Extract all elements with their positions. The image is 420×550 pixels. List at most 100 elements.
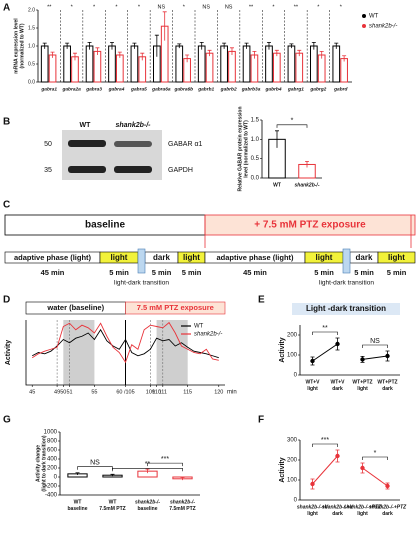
legend-swatch <box>362 24 366 28</box>
x-tick-label: 50 <box>60 389 66 395</box>
bar <box>250 54 259 83</box>
y-axis-label: Activity <box>279 457 286 482</box>
timeline: adaptive phase (light) 45 min light 5 min da… <box>4 248 416 287</box>
y-tick-label: 1.5 <box>251 118 260 124</box>
x-tick-label: gabra3 <box>85 86 102 92</box>
x-tick-label: WT <box>273 182 281 188</box>
x-tick-label: 115 <box>183 389 192 395</box>
bar <box>220 45 228 83</box>
significance-bracket <box>362 456 388 460</box>
timeline-phase <box>377 251 416 264</box>
x-tick-label: shank2b-/-+V <box>297 504 329 510</box>
error-bar <box>154 34 159 57</box>
y-tick-label: 200 <box>287 458 298 464</box>
significance-label: * <box>115 4 118 10</box>
y-tick-label: 0.5 <box>28 61 35 67</box>
x-tick-label: shank2b-/- <box>135 499 160 505</box>
dark-period <box>156 320 188 385</box>
marker-label: 50 <box>44 141 52 148</box>
bar <box>116 54 124 83</box>
x-tick-label: dark <box>382 511 393 517</box>
duration-label: 5 min <box>354 268 374 277</box>
x-tick-label: 7.5mM PTZ <box>169 506 195 512</box>
x-tick-label: gabrb4 <box>265 86 282 92</box>
error-bar <box>252 51 257 59</box>
y-tick-label: 600 <box>47 448 58 454</box>
y-tick-label: -200 <box>45 484 58 490</box>
phase-label: light <box>388 253 405 262</box>
point <box>385 353 390 359</box>
chart-title: Light -dark transition <box>306 304 386 313</box>
legend-label: shank2b-/- <box>194 332 222 338</box>
connect-line <box>312 455 338 485</box>
error-bar <box>145 468 150 474</box>
lane-label: WT <box>80 122 92 129</box>
bar <box>130 45 139 83</box>
x-tick-label: 7.5mM PTZ <box>99 506 125 512</box>
timeline-header: baseline <box>85 220 125 231</box>
x-tick-label: 111 <box>159 389 167 395</box>
timeline-marker <box>204 215 412 248</box>
duration-label: 45 min <box>243 268 267 277</box>
y-tick-label: 200 <box>287 333 298 339</box>
y-tick-label: 0 <box>294 373 298 379</box>
bar <box>40 45 49 83</box>
band-label: GAPDH <box>168 167 193 174</box>
significance-label: * <box>93 4 96 10</box>
x-tick-label: gabrb2 <box>220 86 237 92</box>
point <box>360 357 365 362</box>
phase-label: light <box>111 253 128 262</box>
error-bar <box>177 43 182 49</box>
error-bar <box>109 42 114 50</box>
error-bar <box>266 42 271 50</box>
x-tick-label: light <box>307 511 318 517</box>
error-bar <box>305 160 309 168</box>
y-tick-label: -400 <box>45 493 58 499</box>
x-tick-label: 45 <box>29 389 35 395</box>
x-tick-label: dark <box>332 511 343 517</box>
error-bar <box>199 42 204 50</box>
activity-line <box>31 321 219 364</box>
x-tick-label: gabrg2 <box>309 86 326 92</box>
bar <box>48 54 57 83</box>
error-bar <box>42 42 47 49</box>
bar <box>273 52 281 83</box>
panel-label: D <box>3 295 10 306</box>
significance-label: * <box>317 4 320 10</box>
error-bar <box>311 42 316 50</box>
legend-label: WT <box>369 14 379 20</box>
x-tick-label: dark <box>332 386 343 392</box>
blot-band <box>114 141 152 147</box>
bar <box>228 50 236 83</box>
activity-line <box>32 328 219 359</box>
x-tick-label: WT <box>74 499 82 505</box>
error-bar <box>274 49 279 57</box>
x-tick-label: WT+V <box>330 379 345 385</box>
panel-label: G <box>3 415 11 426</box>
error-bar <box>342 55 347 62</box>
x-tick-label: 49 <box>54 389 60 395</box>
duration-label: 45 min <box>41 268 65 277</box>
y-axis-label: mRNA expression level <box>13 18 19 74</box>
duration-label: 5 min <box>109 268 129 277</box>
panel-label: A <box>3 3 10 14</box>
y-tick-label: 300 <box>287 438 298 444</box>
x-tick-label: WT+V <box>305 379 320 385</box>
error-bar <box>334 42 339 49</box>
significance-label: * <box>71 4 74 10</box>
x-tick-label: light <box>357 386 368 392</box>
connect-line <box>362 355 388 360</box>
lane-label: shank2b-/- <box>115 122 151 129</box>
significance-label: NS <box>370 338 380 345</box>
bar <box>138 56 147 83</box>
transition-label: light-dark transition <box>319 280 374 287</box>
transition-label: light-dark transition <box>114 280 169 287</box>
x-tick-label: gabrb1 <box>197 86 214 92</box>
significance-label: * <box>291 118 294 125</box>
y-tick-label: 400 <box>47 457 58 463</box>
bar <box>175 45 184 83</box>
bar <box>242 45 251 83</box>
x-tick-label: WT+PTZ <box>377 379 397 385</box>
header-label: 7.5 mM PTZ exposure <box>137 303 214 312</box>
